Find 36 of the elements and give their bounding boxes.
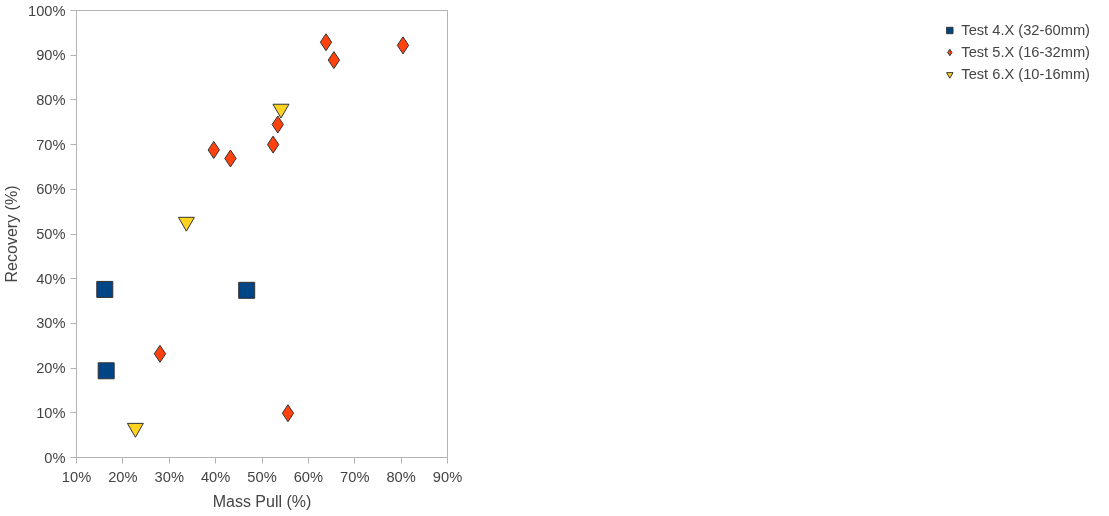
point xyxy=(96,280,114,298)
x-tick-label: 40% xyxy=(200,468,231,485)
y-tick-label: 0% xyxy=(44,449,66,466)
point xyxy=(126,422,144,438)
y-tick-label: 80% xyxy=(36,91,66,108)
legend-label: Test 5.X (16-32mm) xyxy=(961,44,1090,60)
y-tick-label: 60% xyxy=(36,181,66,198)
point xyxy=(153,344,167,363)
x-tick-label: 20% xyxy=(108,468,138,485)
y-tick-label: 90% xyxy=(36,47,66,64)
point xyxy=(319,33,333,52)
point xyxy=(266,135,280,154)
x-tick-label: 10% xyxy=(61,468,92,485)
y-axis-title: Recovery (%) xyxy=(3,185,21,283)
y-tick-label: 30% xyxy=(36,315,66,332)
y-tick-label: 50% xyxy=(36,226,66,242)
y-tick-label: 40% xyxy=(36,270,66,287)
x-tick-label: 90% xyxy=(432,468,463,485)
x-tick-label: 50% xyxy=(247,468,277,485)
y-tick-label: 100% xyxy=(28,2,66,19)
point xyxy=(238,281,256,299)
x-axis-title: Mass Pull (%) xyxy=(212,492,312,510)
legend-label: Test 6.X (10-16mm) xyxy=(961,66,1090,82)
point xyxy=(281,404,295,423)
x-tick-label: 70% xyxy=(340,468,370,485)
point xyxy=(327,51,341,70)
x-tick-label: 60% xyxy=(293,468,324,485)
point xyxy=(177,216,195,232)
x-tick-label: 80% xyxy=(386,468,416,485)
y-tick-label: 10% xyxy=(36,404,66,421)
x-tick-label: 30% xyxy=(154,468,184,485)
y-tick-label: 20% xyxy=(36,360,66,377)
point xyxy=(97,362,115,380)
point xyxy=(396,36,410,55)
legend-label: Test 4.X (32-60mm) xyxy=(961,22,1090,38)
y-tick-label: 70% xyxy=(36,136,66,153)
